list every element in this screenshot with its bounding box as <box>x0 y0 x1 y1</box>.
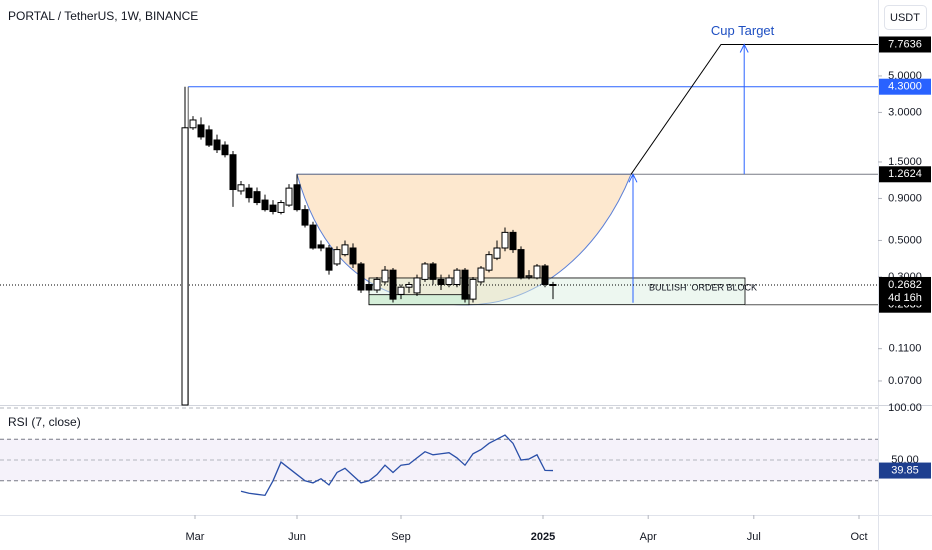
last-price-label: 0.2682 <box>888 279 922 291</box>
candle-body <box>245 187 253 199</box>
price-badge <box>879 166 931 183</box>
candle-body <box>445 277 453 285</box>
y-tick-label: 0.0700 <box>888 375 922 387</box>
candle-body <box>229 154 237 191</box>
candle-body <box>357 263 365 291</box>
candle-body <box>421 263 429 280</box>
candle-body <box>221 144 229 156</box>
candle-body <box>389 269 397 300</box>
target-label: Cup Target <box>711 23 775 38</box>
candle-body <box>197 124 205 138</box>
y-tick-label: 0.9000 <box>888 192 922 204</box>
candle-body <box>405 283 413 288</box>
candle-body <box>485 254 493 271</box>
x-tick-label: Apr <box>640 531 657 543</box>
x-tick-label: Jul <box>747 531 761 543</box>
rsi-line <box>240 434 554 497</box>
candle-body <box>541 265 549 285</box>
price-badge <box>879 36 931 53</box>
rsi-badge <box>879 462 931 479</box>
candle-body <box>381 269 389 283</box>
rsi-badge-label: 39.85 <box>891 464 919 476</box>
candle-body <box>437 278 445 285</box>
target-path <box>630 43 878 175</box>
candle-body <box>301 209 309 226</box>
candle-body <box>333 249 341 265</box>
candle-body <box>349 247 357 265</box>
countdown: 4d 16h <box>888 292 922 304</box>
candle-body <box>525 275 533 278</box>
candle-body <box>205 129 213 146</box>
candle-body <box>325 247 333 271</box>
arrow-head <box>739 43 749 53</box>
candle-body <box>501 231 509 249</box>
y-tick-label: 0.1100 <box>889 343 922 355</box>
candle-body <box>413 277 421 294</box>
candle-body <box>261 199 269 211</box>
candle-body <box>365 283 373 291</box>
currency-button[interactable] <box>884 5 927 30</box>
candle-body <box>453 269 461 285</box>
price-badge-label: 4.3000 <box>888 81 922 93</box>
candle-body <box>189 119 197 129</box>
order-block-base <box>368 294 470 306</box>
x-tick-label: Sep <box>391 531 411 543</box>
rsi-title: RSI (7, close) <box>8 415 81 429</box>
currency-label[interactable]: USDT <box>890 12 920 24</box>
price-badge-label: 7.7636 <box>888 38 922 50</box>
candle-body <box>341 244 349 256</box>
candle-body <box>461 269 469 300</box>
candle-body <box>293 184 301 211</box>
candle-body <box>285 187 293 206</box>
candle-body <box>317 244 325 249</box>
x-tick-label: Mar <box>186 531 205 543</box>
rsi-tick-label: 100.00 <box>888 402 922 414</box>
rsi-band <box>0 439 878 481</box>
y-tick-label: 0.5000 <box>888 234 922 246</box>
candle-body <box>277 202 285 213</box>
x-tick-label: Jun <box>288 531 306 543</box>
candle-body <box>429 263 437 280</box>
candle-body <box>309 224 317 249</box>
last-price-badge <box>879 276 931 305</box>
candle-body <box>181 127 189 406</box>
candle-body <box>477 267 485 283</box>
candle-body <box>373 278 381 291</box>
y-tick-label: 3.0000 <box>888 106 922 118</box>
candle-body <box>397 286 405 295</box>
candle-body <box>237 184 245 192</box>
candle-body <box>509 231 517 251</box>
chart-title: PORTAL / TetherUS, 1W, BINANCE <box>8 9 198 23</box>
x-tick-label: 2025 <box>531 531 555 543</box>
candle-body <box>549 283 557 286</box>
x-tick-label: Oct <box>850 531 867 543</box>
candle-body <box>469 278 477 300</box>
order-block-label: BULLISH ORDER BLOCK <box>649 283 757 293</box>
arrow-head <box>628 173 638 183</box>
price-badge <box>879 78 931 95</box>
candle-body <box>517 249 525 279</box>
price-badge-label: 1.2624 <box>888 168 922 180</box>
candle-body <box>533 265 541 279</box>
candle-body <box>493 247 501 259</box>
candle-body <box>213 139 221 151</box>
candle-body <box>269 204 277 212</box>
candle-body <box>253 191 261 204</box>
y-tick-label: 1.5000 <box>888 156 922 168</box>
